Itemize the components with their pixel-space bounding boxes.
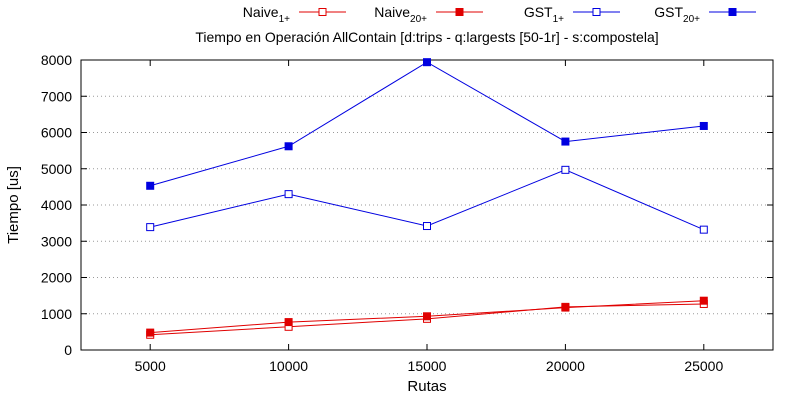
- grid: [81, 95, 773, 315]
- y-tick-label: 8000: [41, 52, 72, 68]
- x-axis: 5000 10000 15000 20000 25000: [135, 60, 723, 374]
- x-tick-label: 25000: [684, 358, 723, 374]
- series-gst-1: [146, 165, 708, 234]
- x-tick-label: 5000: [135, 358, 166, 374]
- data-point: [284, 142, 293, 151]
- series-group: [146, 58, 708, 339]
- data-point: [423, 312, 431, 321]
- data-point: [146, 223, 155, 232]
- chart-title: Tiempo en Operación AllContain [d:trips …: [195, 29, 658, 45]
- y-tick-label: 7000: [41, 88, 72, 104]
- legend-label: Naive1+: [243, 4, 290, 25]
- legend-label: Naive20+: [374, 4, 427, 25]
- data-point: [699, 296, 708, 305]
- series-naive-20: [146, 296, 708, 337]
- series-gst-20: [146, 58, 708, 190]
- y-axis: 0 1000 2000 3000 4000 5000 6000 7000 8000: [41, 52, 773, 358]
- legend-label: GST20+: [654, 4, 700, 25]
- legend-swatch-marker: [728, 8, 737, 16]
- data-point: [284, 318, 293, 327]
- y-axis-title: Tiempo [us]: [5, 166, 22, 244]
- data-point: [561, 303, 570, 312]
- legend-item: GST20+: [654, 4, 756, 25]
- legend-swatch-marker: [455, 8, 464, 16]
- x-axis-title: Rutas: [407, 378, 446, 395]
- x-tick-label: 20000: [546, 358, 585, 374]
- data-point: [561, 165, 570, 174]
- data-point: [699, 121, 708, 130]
- data-point: [699, 225, 708, 234]
- x-tick-label: 10000: [269, 358, 308, 374]
- legend-label: GST1+: [524, 4, 564, 25]
- y-tick-label: 4000: [41, 197, 72, 213]
- data-point: [284, 190, 293, 199]
- y-tick-label: 0: [64, 342, 72, 358]
- data-point: [561, 137, 570, 146]
- y-tick-label: 5000: [41, 161, 72, 177]
- series-line: [150, 169, 704, 231]
- data-point: [146, 181, 155, 190]
- x-tick-label: 15000: [408, 358, 447, 374]
- legend-item: Naive20+: [374, 4, 483, 25]
- legend-swatch-marker: [318, 8, 327, 16]
- data-point: [423, 58, 431, 67]
- data-point: [423, 222, 431, 231]
- series-line: [150, 61, 704, 187]
- legend: Naive1+ Naive20+ GST1+ GST20+: [243, 4, 756, 25]
- legend-swatch-marker: [592, 8, 601, 16]
- y-tick-label: 1000: [41, 306, 72, 322]
- legend-item: Naive1+: [243, 4, 346, 25]
- y-tick-label: 3000: [41, 233, 72, 249]
- y-tick-label: 2000: [41, 270, 72, 286]
- legend-item: GST1+: [524, 4, 620, 25]
- y-tick-label: 6000: [41, 125, 72, 141]
- data-point: [146, 328, 155, 337]
